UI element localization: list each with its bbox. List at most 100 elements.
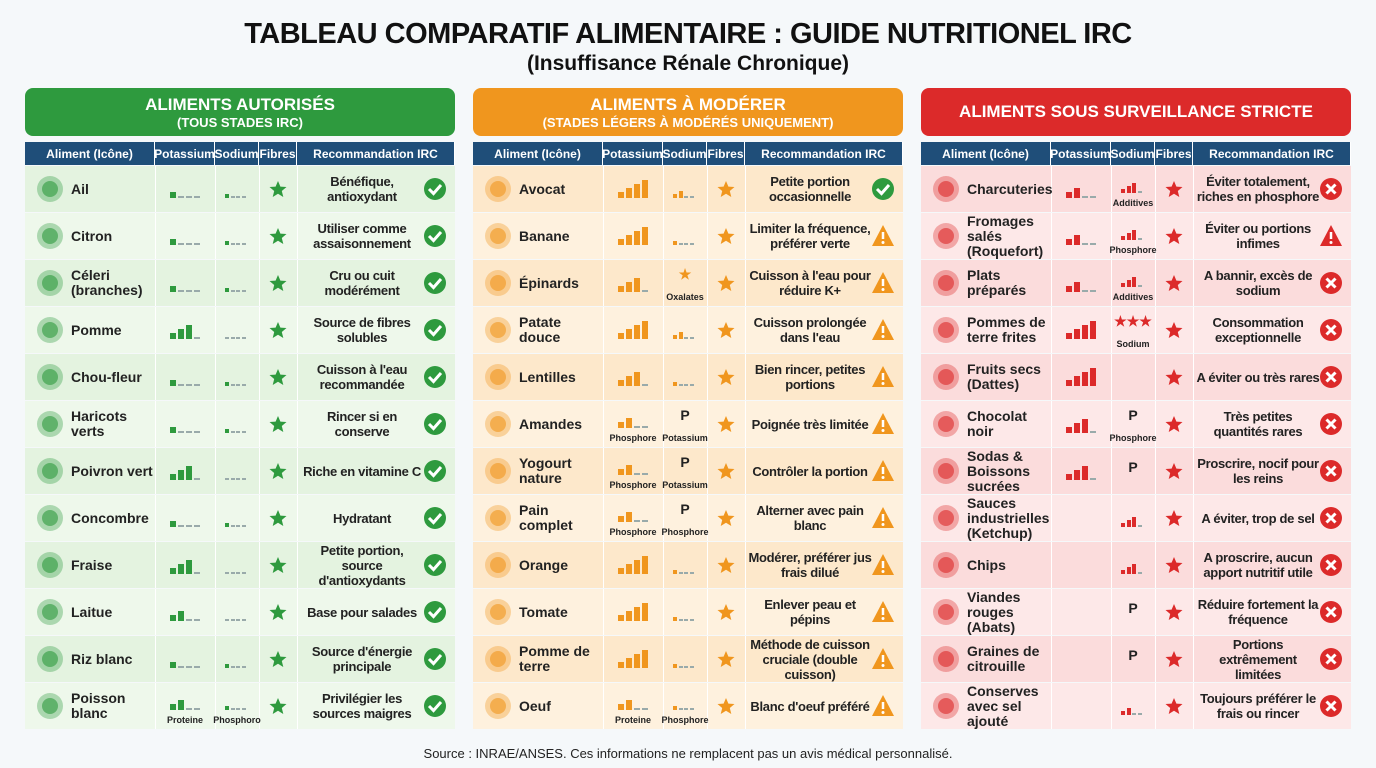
- cell-divider: [1155, 495, 1156, 541]
- level-bars: [1066, 366, 1100, 386]
- food-icon: [37, 646, 63, 672]
- status-icon: [872, 272, 894, 293]
- bar-placeholder: [236, 666, 241, 668]
- food-name: Orange: [519, 556, 569, 573]
- food-name: Amandes: [519, 415, 583, 432]
- status-icon: [872, 648, 894, 669]
- bar-placeholder: [678, 243, 683, 245]
- cell-divider: [603, 354, 604, 400]
- bar: [678, 191, 683, 198]
- bar: [642, 603, 648, 621]
- food-name: Sodas & Boissons sucrées: [967, 447, 1031, 494]
- cell-divider: [707, 307, 708, 353]
- status-icon: [424, 601, 446, 623]
- cell-divider: [1051, 213, 1052, 259]
- panel-title: ALIMENTS À MODÉRER: [590, 94, 786, 114]
- status-icon: [1320, 695, 1342, 717]
- cell-divider: [155, 495, 156, 541]
- cell-divider: [603, 542, 604, 588]
- cell-note: Phosphoro: [213, 715, 261, 725]
- bar-placeholder: [241, 619, 246, 621]
- table-row: Yogourt nature Phosphore P Potassium Contrôl…: [473, 448, 903, 494]
- fibre-star: [717, 557, 735, 573]
- recommendation: Très petites quantités rares: [1213, 409, 1303, 439]
- fibre-star: [1165, 651, 1183, 667]
- bar: [170, 662, 176, 668]
- recommendation: Base pour salades: [307, 604, 417, 620]
- bar: [1082, 466, 1088, 480]
- bar: [626, 512, 632, 522]
- cell-divider: [259, 683, 260, 729]
- cell-divider: [297, 589, 298, 635]
- level-bars: [170, 648, 204, 668]
- level-bars: [618, 690, 652, 710]
- food-icon: [37, 223, 63, 249]
- food-name: Conserves avec sel ajouté: [967, 682, 1039, 729]
- level-bars: [1121, 226, 1145, 240]
- cell-divider: [1193, 683, 1194, 729]
- cell-divider: [1111, 542, 1112, 588]
- bar: [178, 329, 184, 339]
- fibre-star: [269, 557, 287, 573]
- food-name: Riz blanc: [71, 650, 133, 667]
- recommendation: Portions extrêmement limitées: [1219, 636, 1297, 682]
- food-icon: [485, 223, 511, 249]
- bar-placeholder: [1090, 243, 1096, 245]
- food-name: Poisson blanc: [71, 690, 126, 721]
- bar: [170, 568, 176, 574]
- level-bars: [1121, 701, 1145, 715]
- status-icon: [1320, 366, 1342, 388]
- sodium-symbol: P: [680, 501, 690, 517]
- recommendation: Méthode de cuisson cruciale (double cuis…: [750, 636, 870, 682]
- bar: [673, 381, 678, 386]
- bar-placeholder: [186, 290, 192, 292]
- cell-divider: [1111, 260, 1112, 306]
- table-row: Fraise Petite portion, source d'antioxyda…: [25, 542, 455, 588]
- level-bars: [225, 560, 249, 574]
- cell-divider: [1155, 307, 1156, 353]
- cell-divider: [1155, 683, 1156, 729]
- cell-divider: [707, 354, 708, 400]
- bar-placeholder: [678, 708, 683, 710]
- bar-placeholder: [634, 520, 640, 522]
- cell-divider: [745, 260, 746, 306]
- bar-placeholder: [1132, 713, 1137, 715]
- bar-placeholder: [1090, 478, 1096, 480]
- cell-note: Phosphore: [661, 527, 709, 537]
- bar: [1132, 277, 1137, 287]
- cell-divider: [663, 542, 664, 588]
- bar-placeholder: [230, 337, 235, 339]
- cell-divider: [259, 636, 260, 682]
- food-icon: [933, 646, 959, 672]
- bar: [225, 663, 230, 668]
- status-icon: [1320, 319, 1342, 341]
- status-icon: [424, 178, 446, 200]
- cell-divider: [1051, 448, 1052, 494]
- status-icon: [1320, 507, 1342, 529]
- status-icon: [872, 507, 894, 528]
- recommendation: Proscrire, nocif pour les reins: [1197, 456, 1319, 486]
- fibre-star: [269, 698, 287, 714]
- bar: [225, 522, 230, 527]
- bar-placeholder: [230, 619, 235, 621]
- food-icon: [485, 270, 511, 296]
- cell-note: Additives: [1112, 292, 1154, 302]
- recommendation: Éviter totalement, riches en phosphore: [1196, 174, 1320, 204]
- panel: ALIMENTS SOUS SURVEILLANCE STRICTE Alimen…: [921, 88, 1351, 734]
- food-icon: [37, 599, 63, 625]
- cell-divider: [1111, 401, 1112, 447]
- bar-placeholder: [1137, 238, 1142, 240]
- recommendation: Modérer, préférer jus frais dilué: [748, 550, 872, 580]
- recommendation: Alterner avec pain blanc: [756, 503, 864, 533]
- food-icon: [933, 458, 959, 484]
- cell-divider: [1111, 589, 1112, 635]
- level-bars: [618, 502, 652, 522]
- cell-divider: [155, 589, 156, 635]
- cell-note: Phosphore: [609, 527, 657, 537]
- cell-note: Proteine: [614, 715, 651, 725]
- status-icon: [424, 507, 446, 529]
- bar-placeholder: [194, 196, 200, 198]
- cell-divider: [663, 589, 664, 635]
- fibre-star: [717, 416, 735, 432]
- bar-placeholder: [642, 290, 648, 292]
